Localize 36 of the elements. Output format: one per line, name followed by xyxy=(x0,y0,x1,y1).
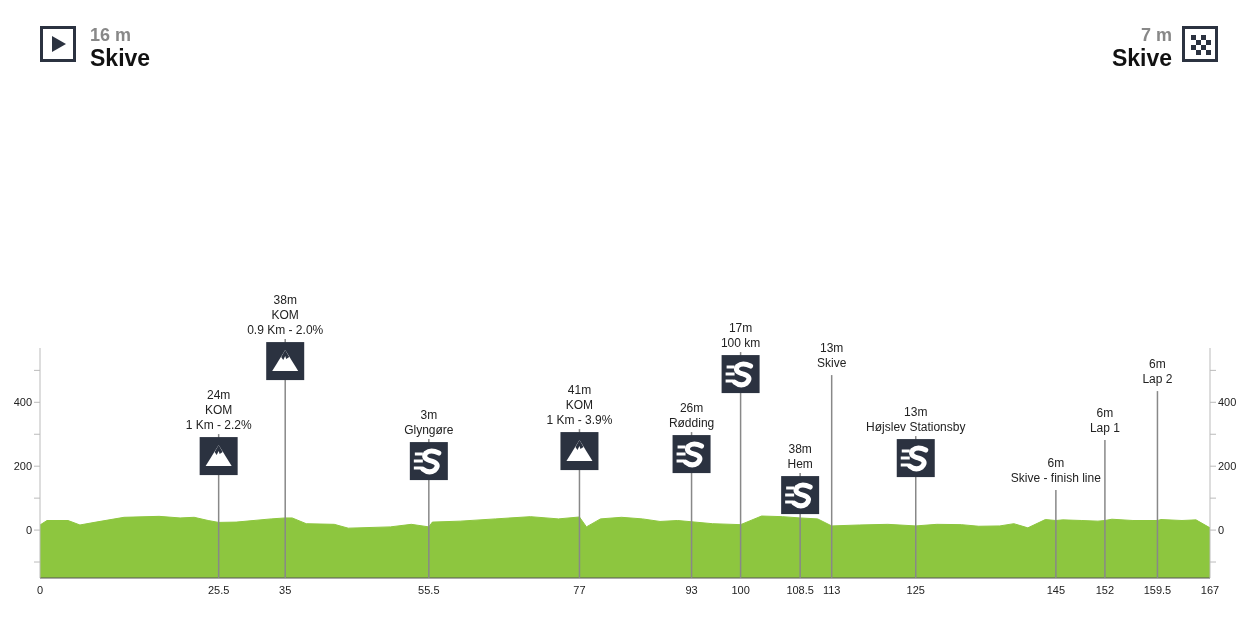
ref-line-label: 3m Glyngøre xyxy=(404,408,454,438)
text: 16 m xyxy=(90,25,132,45)
y-tick-label: 200 xyxy=(13,460,32,473)
x-tick-label: 25.5 xyxy=(207,583,230,596)
y-tick-label: 400 xyxy=(13,396,32,409)
x-tick-label: 152 xyxy=(1095,583,1115,596)
y2-tick-label: 200 xyxy=(1218,460,1237,473)
text: 7 m xyxy=(1140,25,1172,45)
x-tick-label: 35 xyxy=(279,583,292,596)
x-tick-label: 167 xyxy=(1200,583,1220,596)
x-tick-label: 113 xyxy=(822,583,841,596)
y-tick-label: 0 xyxy=(25,523,32,536)
text: Skive xyxy=(90,45,151,71)
x-tick-label: 125 xyxy=(906,583,925,596)
x-tick-label: 145 xyxy=(1046,583,1066,596)
ref-line-label: 24m KOM 1 Km - 2.2% xyxy=(185,388,252,433)
y2-tick-label: 0 xyxy=(1218,523,1225,536)
ref-line-label: 6m Skive - finish line xyxy=(1010,456,1102,486)
ref-line-label: 6m Lap 1 xyxy=(1089,406,1121,436)
ref-line-label: 41m KOM 1 Km - 3.9% xyxy=(546,383,613,428)
x-tick-label: 159.5 xyxy=(1143,583,1172,596)
text: Skive xyxy=(1111,45,1172,71)
x-tick-label: 108.5 xyxy=(786,583,814,596)
ref-line-label: 17m 100 km xyxy=(720,321,761,351)
y2-tick-label: 400 xyxy=(1218,396,1237,409)
ref-line-label: 6m Lap 2 xyxy=(1142,357,1173,387)
ref-line-label: 38m Hem xyxy=(787,442,813,472)
x-tick-label: 100 xyxy=(731,583,750,596)
x-tick-label: 77 xyxy=(573,583,586,596)
x-tick-label: 55.5 xyxy=(418,583,440,596)
ref-line-label: 13m Skive xyxy=(817,341,847,371)
x-tick-label: 93 xyxy=(685,583,698,596)
ref-line-label: 26m Rødding xyxy=(668,401,715,431)
ref-line-label: 38m KOM 0.9 Km - 2.0% xyxy=(247,293,324,338)
x-tick-label: 0 xyxy=(36,583,44,596)
ref-line-label: 13m Højslev Stationsby xyxy=(866,405,966,435)
